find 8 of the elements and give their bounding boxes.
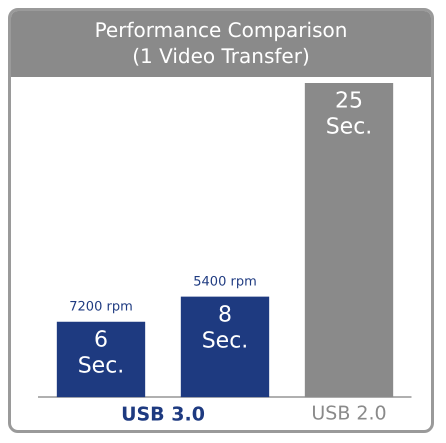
annotation: 5400 rpm — [193, 274, 257, 290]
annotation: 7200 rpm — [69, 300, 133, 315]
data-label: 6 Sec. — [78, 328, 124, 379]
x-tick-label: USB 2.0 — [311, 402, 387, 425]
data-label: 8 Sec. — [202, 302, 248, 354]
data-label: 25 Sec. — [326, 88, 372, 140]
text: USB 3.0 — [121, 403, 205, 426]
chart-title: Performance Comparison (1 Video Transfer) — [11, 11, 431, 77]
